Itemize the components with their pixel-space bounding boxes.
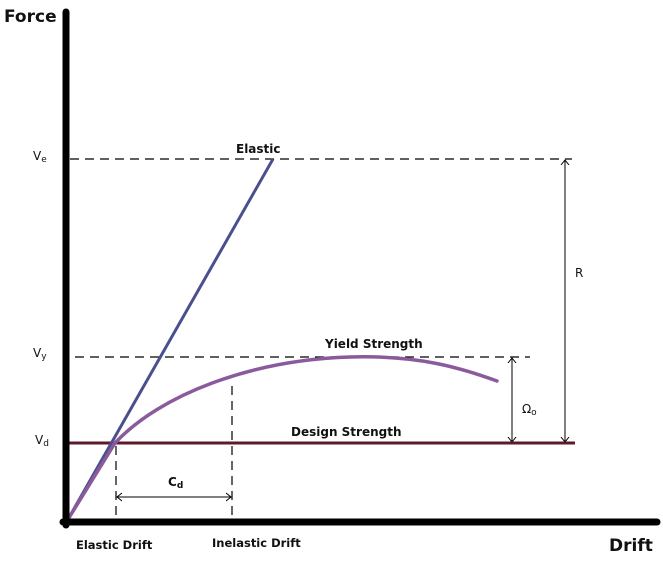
omega-label: Ωo [522,402,537,418]
elastic-drift-label: Elastic Drift [76,538,153,552]
inelastic-drift-label: Inelastic Drift [212,536,301,550]
elastic-label: Elastic [236,142,281,156]
design-strength-label: Design Strength [291,425,402,439]
r-label: R [575,266,584,280]
x-axis-title: Drift [609,536,653,556]
yield-strength-label: Yield Strength [325,337,423,351]
cd-label: Cd [168,475,184,491]
yield-strength-curve [65,355,499,523]
vd-label: Vd [35,433,49,449]
y-axis-title: Force [4,7,57,27]
vy-label: Vy [33,346,47,362]
ve-label: Ve [33,149,47,165]
elastic-line [65,158,275,522]
